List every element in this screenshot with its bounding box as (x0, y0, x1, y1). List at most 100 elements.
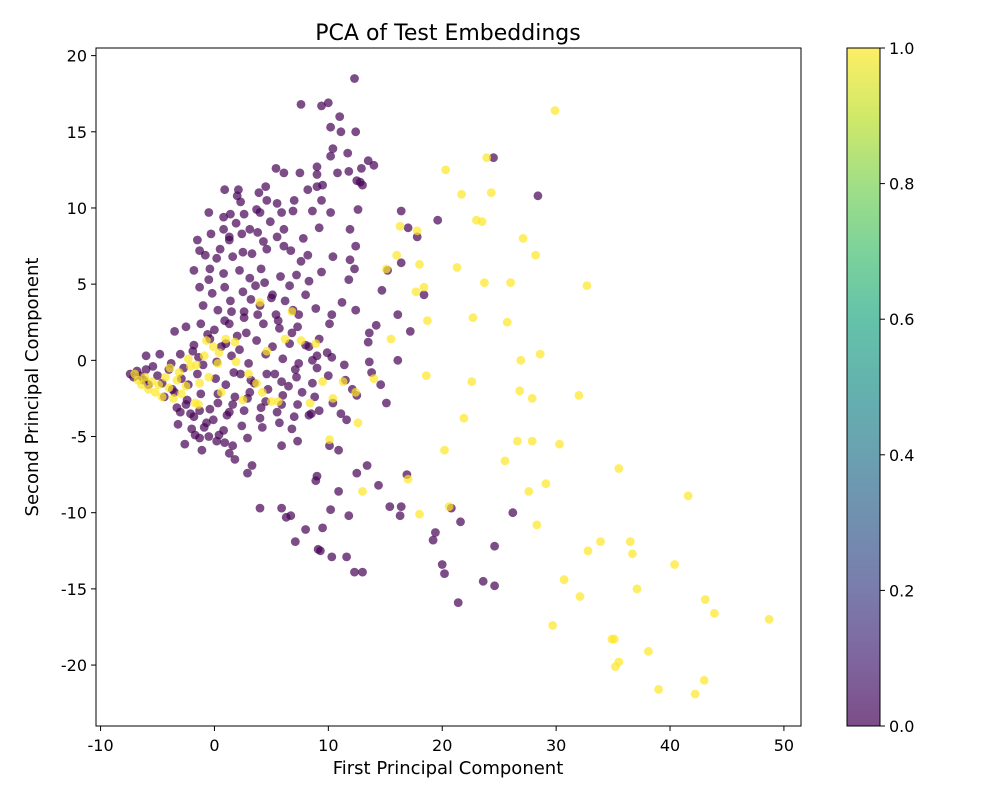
data-point (559, 575, 569, 585)
data-point (369, 160, 379, 170)
data-point (272, 199, 282, 208)
data-point (583, 546, 593, 556)
data-point (644, 646, 653, 656)
data-point (259, 237, 268, 246)
data-point (490, 581, 499, 591)
data-point (284, 381, 293, 391)
y-tick-label: 15 (67, 123, 87, 142)
data-point (403, 474, 413, 484)
data-point (555, 439, 564, 449)
data-point (212, 253, 222, 263)
data-point (374, 480, 383, 490)
data-point (231, 218, 241, 228)
data-point (532, 520, 542, 530)
data-point (161, 372, 170, 382)
data-point (261, 182, 271, 192)
data-point (194, 400, 203, 409)
data-point (289, 196, 299, 205)
data-point (343, 148, 353, 158)
data-point (198, 301, 208, 310)
data-point (358, 567, 367, 577)
data-point (328, 252, 338, 262)
y-tick-label: -15 (61, 580, 87, 599)
data-point (213, 305, 223, 315)
data-point (312, 162, 322, 172)
data-point (279, 241, 289, 251)
data-point (243, 433, 252, 443)
data-point (150, 387, 160, 397)
data-point (292, 372, 301, 382)
data-point (312, 170, 322, 179)
data-point (224, 407, 234, 417)
data-point (191, 360, 201, 370)
data-point (226, 296, 235, 306)
data-point (428, 535, 438, 545)
data-point (294, 310, 304, 319)
data-point (421, 371, 431, 380)
data-point (670, 560, 679, 569)
data-point (220, 316, 230, 326)
data-point (344, 167, 354, 176)
data-point (699, 675, 709, 685)
data-point (296, 100, 306, 109)
data-point (382, 264, 391, 274)
data-point (204, 432, 214, 441)
data-point (351, 305, 361, 315)
data-point (215, 244, 225, 254)
data-point (196, 389, 206, 399)
data-point (188, 346, 198, 356)
data-point (239, 209, 249, 219)
data-point (311, 304, 321, 313)
data-point (311, 339, 321, 348)
data-point (353, 418, 363, 428)
data-point (327, 552, 337, 562)
data-point (452, 263, 462, 272)
data-point (317, 196, 326, 205)
data-point (477, 217, 487, 227)
data-point (363, 337, 373, 347)
data-point (230, 392, 240, 402)
data-point (275, 323, 284, 333)
y-tick-label: 0 (77, 351, 87, 370)
data-point (419, 290, 429, 300)
data-point (277, 503, 286, 513)
y-tick-label: 10 (67, 199, 87, 218)
data-point (235, 345, 244, 355)
data-point (279, 224, 289, 234)
data-point (395, 511, 405, 521)
colorbar-tick-label: 1.0 (889, 39, 914, 58)
data-point (262, 244, 272, 254)
data-point (415, 509, 424, 519)
data-point (310, 392, 320, 402)
data-point (286, 511, 296, 521)
data-point (260, 278, 269, 287)
data-point (326, 151, 335, 161)
data-point (253, 310, 263, 319)
data-point (170, 327, 180, 336)
data-point (199, 423, 209, 432)
data-point (243, 468, 252, 478)
data-point (508, 508, 518, 518)
data-point (311, 476, 321, 486)
data-point (611, 662, 620, 671)
data-point (241, 328, 251, 338)
data-point (352, 468, 362, 478)
colorbar-tick-label: 0.6 (889, 310, 914, 329)
data-point (524, 487, 534, 496)
data-point (468, 313, 478, 323)
data-point (181, 322, 191, 332)
data-point (364, 328, 374, 338)
data-point (276, 272, 285, 281)
data-point (199, 351, 209, 361)
data-point (277, 441, 286, 451)
data-point (216, 387, 226, 397)
data-point (253, 228, 263, 237)
data-point (336, 409, 346, 419)
data-point (298, 234, 308, 243)
data-point (219, 224, 229, 234)
data-point (254, 188, 264, 198)
data-point (358, 487, 367, 496)
data-point (393, 355, 403, 365)
data-point (351, 387, 361, 397)
data-point (535, 349, 545, 359)
